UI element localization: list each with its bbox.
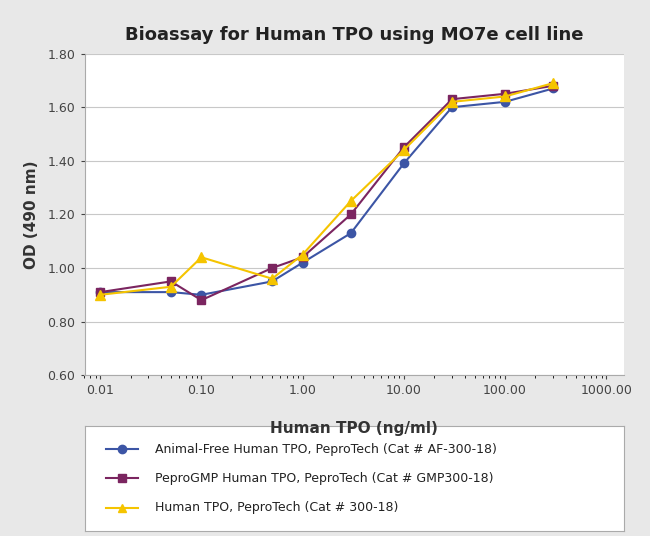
Human TPO, PeproTech (Cat # 300-18) bbox=[268, 276, 276, 282]
Animal-Free Human TPO, PeproTech (Cat # AF-300-18) bbox=[167, 289, 175, 295]
Human TPO, PeproTech (Cat # 300-18) bbox=[347, 198, 355, 204]
PeproGMP Human TPO, PeproTech (Cat # GMP300-18) bbox=[400, 144, 408, 151]
Animal-Free Human TPO, PeproTech (Cat # AF-300-18) bbox=[501, 99, 509, 105]
Line: Animal-Free Human TPO, PeproTech (Cat # AF-300-18): Animal-Free Human TPO, PeproTech (Cat # … bbox=[96, 84, 558, 299]
Line: Human TPO, PeproTech (Cat # 300-18): Human TPO, PeproTech (Cat # 300-18) bbox=[96, 78, 558, 300]
PeproGMP Human TPO, PeproTech (Cat # GMP300-18) bbox=[501, 91, 509, 97]
PeproGMP Human TPO, PeproTech (Cat # GMP300-18) bbox=[167, 278, 175, 285]
PeproGMP Human TPO, PeproTech (Cat # GMP300-18) bbox=[198, 297, 205, 303]
Animal-Free Human TPO, PeproTech (Cat # AF-300-18) bbox=[198, 292, 205, 298]
PeproGMP Human TPO, PeproTech (Cat # GMP300-18) bbox=[549, 83, 557, 89]
Animal-Free Human TPO, PeproTech (Cat # AF-300-18) bbox=[347, 230, 355, 236]
Human TPO, PeproTech (Cat # 300-18) bbox=[299, 251, 307, 258]
Human TPO, PeproTech (Cat # 300-18) bbox=[501, 93, 509, 100]
PeproGMP Human TPO, PeproTech (Cat # GMP300-18) bbox=[299, 254, 307, 260]
Animal-Free Human TPO, PeproTech (Cat # AF-300-18) bbox=[549, 85, 557, 92]
Y-axis label: OD (490 nm): OD (490 nm) bbox=[24, 160, 39, 269]
Human TPO, PeproTech (Cat # 300-18) bbox=[198, 254, 205, 260]
Human TPO, PeproTech (Cat # 300-18) bbox=[400, 147, 408, 153]
Animal-Free Human TPO, PeproTech (Cat # AF-300-18) bbox=[96, 289, 104, 295]
Title: Bioassay for Human TPO using MO7e cell line: Bioassay for Human TPO using MO7e cell l… bbox=[125, 26, 584, 44]
PeproGMP Human TPO, PeproTech (Cat # GMP300-18) bbox=[268, 265, 276, 271]
Animal-Free Human TPO, PeproTech (Cat # AF-300-18) bbox=[268, 278, 276, 285]
Animal-Free Human TPO, PeproTech (Cat # AF-300-18) bbox=[400, 160, 408, 167]
Human TPO, PeproTech (Cat # 300-18) bbox=[549, 80, 557, 86]
Text: Human TPO, PeproTech (Cat # 300-18): Human TPO, PeproTech (Cat # 300-18) bbox=[155, 501, 398, 514]
Human TPO, PeproTech (Cat # 300-18) bbox=[167, 284, 175, 290]
Text: Animal-Free Human TPO, PeproTech (Cat # AF-300-18): Animal-Free Human TPO, PeproTech (Cat # … bbox=[155, 443, 497, 456]
Text: PeproGMP Human TPO, PeproTech (Cat # GMP300-18): PeproGMP Human TPO, PeproTech (Cat # GMP… bbox=[155, 472, 493, 485]
Human TPO, PeproTech (Cat # 300-18) bbox=[96, 292, 104, 298]
PeproGMP Human TPO, PeproTech (Cat # GMP300-18) bbox=[96, 289, 104, 295]
Text: Human TPO (ng/ml): Human TPO (ng/ml) bbox=[270, 421, 438, 436]
Animal-Free Human TPO, PeproTech (Cat # AF-300-18) bbox=[448, 104, 456, 110]
Line: PeproGMP Human TPO, PeproTech (Cat # GMP300-18): PeproGMP Human TPO, PeproTech (Cat # GMP… bbox=[96, 81, 558, 304]
PeproGMP Human TPO, PeproTech (Cat # GMP300-18) bbox=[448, 96, 456, 102]
Human TPO, PeproTech (Cat # 300-18) bbox=[448, 99, 456, 105]
Animal-Free Human TPO, PeproTech (Cat # AF-300-18) bbox=[299, 259, 307, 266]
PeproGMP Human TPO, PeproTech (Cat # GMP300-18) bbox=[347, 211, 355, 218]
